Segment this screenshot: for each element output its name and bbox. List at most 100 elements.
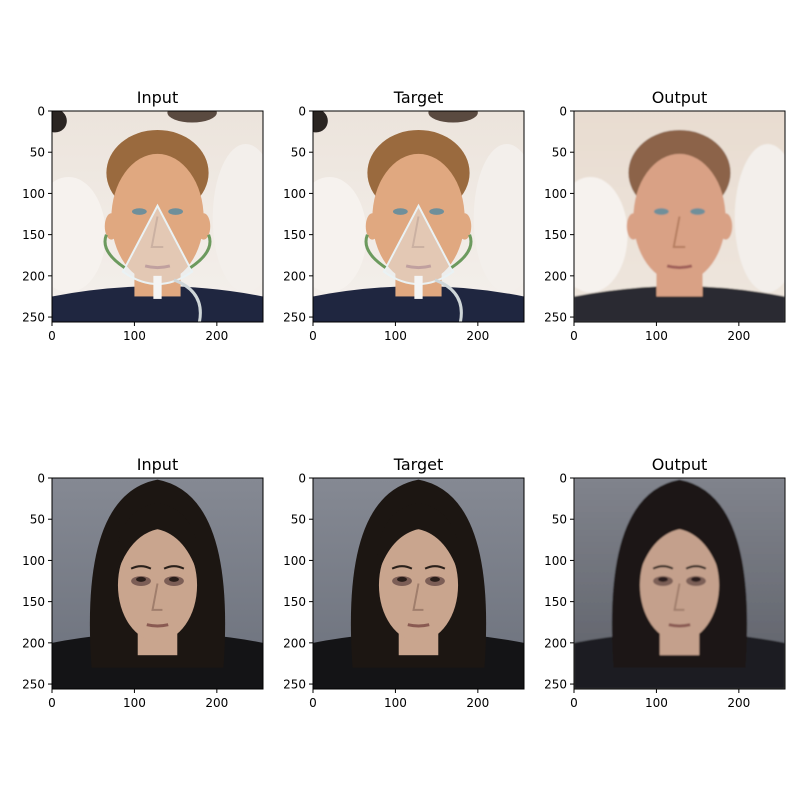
x-tick-label: 200 xyxy=(205,329,228,343)
eye xyxy=(397,576,407,582)
y-tick-label: 0 xyxy=(37,105,45,119)
x-tick-label: 200 xyxy=(727,329,750,343)
y-tick-label: 150 xyxy=(22,595,45,609)
shirt xyxy=(574,286,785,322)
ear xyxy=(626,213,640,240)
y-tick-label: 250 xyxy=(22,311,45,325)
eye xyxy=(691,576,701,582)
mouth xyxy=(407,623,430,628)
mouth xyxy=(405,264,432,270)
pillow xyxy=(212,143,263,293)
hair-fringe xyxy=(637,502,722,577)
nose xyxy=(672,216,686,248)
eye xyxy=(429,208,445,215)
pillow xyxy=(473,143,524,293)
x-tick-label: 100 xyxy=(645,696,668,710)
subplot: Output 0 100 200 0 50 100 150 200 250 xyxy=(544,88,786,343)
eyebrow xyxy=(130,565,152,570)
y-tick-label: 250 xyxy=(283,311,306,325)
y-tick-label: 50 xyxy=(30,513,45,527)
subplot-title: Target xyxy=(393,455,444,474)
x-tick-label: 200 xyxy=(466,696,489,710)
shirt xyxy=(52,286,263,322)
y-tick-label: 50 xyxy=(552,146,567,160)
photo xyxy=(574,111,785,322)
y-tick-label: 0 xyxy=(559,105,567,119)
y-tick-label: 250 xyxy=(283,678,306,692)
y-tick-label: 150 xyxy=(283,228,306,242)
photo xyxy=(574,478,785,689)
y-tick-label: 200 xyxy=(22,636,45,650)
subplot: Target 0 100 200 0 50 100 150 200 250 xyxy=(283,88,525,343)
nose xyxy=(412,583,424,611)
ear xyxy=(719,213,733,240)
ear xyxy=(458,213,472,240)
x-tick-label: 0 xyxy=(570,329,578,343)
oxygen-tube xyxy=(173,278,202,322)
y-tick-label: 0 xyxy=(559,472,567,486)
eyebrow xyxy=(424,565,446,570)
x-tick-label: 200 xyxy=(727,696,750,710)
axes-frame xyxy=(51,110,264,323)
dark-object xyxy=(167,111,217,123)
pillow xyxy=(52,176,106,293)
y-tick-label: 200 xyxy=(544,636,567,650)
y-tick-label: 100 xyxy=(283,554,306,568)
y-tick-label: 100 xyxy=(22,187,45,201)
eyebrow xyxy=(685,565,707,570)
eye xyxy=(658,576,668,582)
axes-frame xyxy=(312,110,525,323)
eye xyxy=(392,208,408,215)
x-tick-label: 0 xyxy=(48,696,56,710)
eye xyxy=(168,208,184,215)
eyebrow xyxy=(391,565,413,570)
mask-strap xyxy=(364,234,387,269)
x-tick-label: 0 xyxy=(309,696,317,710)
subplot-grid: Input 0 100 200 0 50 100 150 200 250 Target 0 100 200… xyxy=(22,88,786,710)
y-tick-label: 150 xyxy=(544,228,567,242)
pillow xyxy=(734,143,785,293)
y-tick-label: 100 xyxy=(22,554,45,568)
mouth xyxy=(144,264,171,270)
y-tick-label: 200 xyxy=(22,269,45,283)
x-tick-label: 200 xyxy=(466,329,489,343)
photo xyxy=(313,111,524,322)
nose xyxy=(150,216,164,248)
mouth xyxy=(668,623,691,628)
y-tick-label: 100 xyxy=(283,187,306,201)
y-tick-label: 200 xyxy=(283,636,306,650)
subplot: Target 0 100 200 0 50 100 150 200 250 xyxy=(283,455,525,710)
photo xyxy=(52,478,263,689)
eye xyxy=(690,208,706,215)
mouth xyxy=(666,264,693,270)
y-tick-label: 50 xyxy=(552,513,567,527)
y-tick-label: 250 xyxy=(544,678,567,692)
x-tick-label: 0 xyxy=(570,696,578,710)
mask-strap xyxy=(103,234,126,269)
subplot: Input 0 100 200 0 50 100 150 200 250 xyxy=(22,455,264,710)
nose xyxy=(151,583,163,611)
mouth xyxy=(146,623,169,628)
y-tick-label: 0 xyxy=(37,472,45,486)
x-tick-label: 100 xyxy=(645,329,668,343)
y-tick-label: 0 xyxy=(298,105,306,119)
axes-frame xyxy=(312,477,525,690)
subplot: Input 0 100 200 0 50 100 150 200 250 xyxy=(22,88,264,343)
nose xyxy=(673,583,685,611)
nose xyxy=(411,216,425,248)
ear xyxy=(365,213,379,240)
hair-fringe xyxy=(376,502,461,577)
y-tick-label: 50 xyxy=(30,146,45,160)
y-tick-label: 100 xyxy=(544,554,567,568)
axes-frame xyxy=(51,477,264,690)
y-tick-label: 200 xyxy=(544,269,567,283)
subplot-title: Input xyxy=(137,455,178,474)
x-tick-label: 100 xyxy=(384,329,407,343)
ear xyxy=(197,213,211,240)
y-tick-label: 200 xyxy=(283,269,306,283)
photo xyxy=(313,478,524,689)
eye xyxy=(131,208,147,215)
eye xyxy=(430,576,440,582)
mask-strap xyxy=(450,234,473,269)
